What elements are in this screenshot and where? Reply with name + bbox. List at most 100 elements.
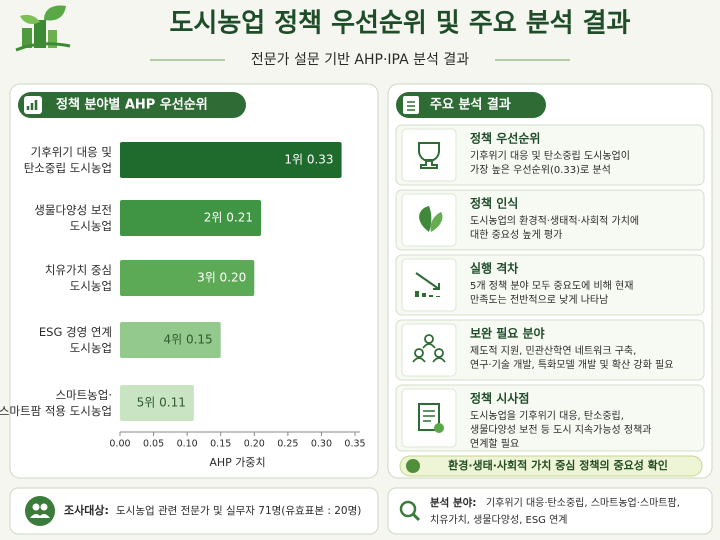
conclusion: 환경·생태·사회적 가치 중심 정책의 중요성 확인 (448, 458, 668, 472)
icon-box (401, 128, 457, 182)
text-line: 탄소중립 도시농업 (24, 161, 112, 175)
finding-card (395, 124, 705, 186)
people-icon (422, 343, 436, 349)
chart-icon (26, 100, 38, 110)
subtitle: 전문가 설문 기반 AHP·IPA 분석 결과 (251, 52, 469, 68)
finding-title: 정책 시사점 (470, 391, 529, 406)
analysis-text: 기후위기 대응·탄소중립, 스마트농업·스마트팜, (486, 496, 680, 509)
text-line: 기후위기 대응 및 (31, 145, 112, 159)
list-icon (403, 96, 419, 114)
x-tick-label: 0.35 (344, 439, 365, 450)
x-tick-label: 0.30 (311, 439, 332, 450)
icon-box (401, 323, 457, 377)
text-line: 대한 중요성 높게 평가 (470, 229, 562, 241)
text-line: 도시농업을 기후위기 대응, 탄소중립, (470, 409, 624, 422)
document-icon (418, 403, 440, 431)
x-tick-label: 0.25 (277, 439, 298, 450)
people-icon (30, 514, 50, 518)
category-label: 스마트농업· 스마트팜 적용 도시농업 (0, 388, 112, 418)
category-label: 생물다양성 보전 도시농업 (34, 203, 112, 233)
chart-title: 정책 분야별 AHP 우선순위 (56, 97, 208, 113)
bar (120, 385, 194, 421)
decline-icon (415, 272, 440, 290)
finding-title: 정책 인식 (470, 196, 518, 211)
finding-card (395, 384, 705, 452)
value-label: 4위 0.15 (163, 333, 212, 347)
finding-title: 실행 격차 (470, 261, 518, 276)
value-label: 1위 0.33 (284, 153, 333, 167)
analysis-label: 분석 분야: (430, 496, 477, 509)
x-tick-label: 0.20 (244, 439, 265, 450)
people-icon (432, 357, 446, 363)
bar (120, 322, 221, 358)
text-line: 치유가치 중심 (45, 263, 112, 277)
text-line: 5개 정책 분야 모두 중요도에 비해 현재 (470, 279, 633, 292)
document-icon (434, 423, 444, 433)
list-icon (407, 101, 415, 111)
text-line: 도시농업 (70, 341, 112, 355)
x-tick-label: 0.10 (177, 439, 198, 450)
finding-body: 기후위기 대응 및 탄소중립 도시농업이 가장 높은 우선순위(0.33)로 분석 (470, 149, 630, 176)
finding-body: 제도적 지원, 민관산학연 네트워크 구축, 연구·기술 개발, 특화모델 개발 … (470, 344, 673, 371)
people-icon (434, 348, 444, 358)
text-line: 도시농업의 환경적·생태적·사회적 가치에 (470, 214, 639, 227)
finding-card (395, 254, 705, 316)
text-line: 연계할 필요 (470, 438, 519, 450)
leaf-icon (430, 212, 443, 232)
finding-title: 보완 필요 분야 (470, 326, 545, 341)
value-label: 5위 0.11 (137, 396, 186, 410)
panel-header (396, 92, 546, 118)
finding-card (395, 319, 705, 381)
people-icon (424, 334, 434, 344)
people-icon (412, 357, 426, 363)
leaf-icon (419, 206, 432, 232)
conclusion-banner (399, 455, 703, 477)
search-icon (411, 512, 421, 522)
trophy-icon (418, 142, 440, 169)
panel-header (18, 92, 246, 118)
text-line: ESG 경영 연계 (39, 325, 112, 339)
people-icon (25, 496, 55, 526)
icon-box (401, 258, 457, 312)
people-icon (414, 348, 424, 358)
analysis-text: 치유가치, 생물다양성, ESG 연계 (430, 514, 568, 526)
footer-box (9, 487, 379, 535)
icon-box (401, 388, 457, 448)
subject-label: 조사대상: (64, 503, 109, 517)
bar (120, 260, 255, 296)
finding-card (395, 189, 705, 251)
text-line: 만족도는 전반적으로 낮게 나타남 (470, 294, 608, 306)
text-line: 도시농업 (70, 279, 112, 293)
logo (15, 5, 71, 52)
text-line: 가장 높은 우선순위(0.33)로 분석 (470, 163, 611, 176)
search-icon (399, 500, 417, 518)
bar (120, 142, 342, 178)
findings-title: 주요 분석 결과 (430, 97, 511, 113)
text-line: 생물다양성 보전 (34, 203, 112, 217)
value-label: 2위 0.21 (204, 211, 253, 225)
x-tick-label: 0.00 (109, 439, 130, 450)
footer-box (387, 487, 713, 535)
decline-icon (415, 291, 440, 297)
text-line: 생물다양성 보전 등 도시 지속가능성 정책과 (470, 424, 652, 436)
people-icon (40, 503, 48, 511)
people-icon (32, 503, 40, 511)
value-label: 3위 0.20 (197, 271, 246, 285)
x-tick-label: 0.05 (143, 439, 164, 450)
finding-body: 도시농업을 기후위기 대응, 탄소중립, 생물다양성 보전 등 도시 지속가능성 … (470, 409, 652, 450)
text-line: 제도적 지원, 민관산학연 네트워크 구축, (470, 344, 636, 357)
text-line: 기후위기 대응 및 탄소중립 도시농업이 (470, 149, 630, 162)
leaf-icon (406, 459, 420, 473)
text-line: 스마트팜 적용 도시농업 (0, 404, 112, 418)
subject-text: 도시농업 관련 전문가 및 실무자 71명(유효표본 : 20명) (116, 504, 361, 517)
document-icon (423, 410, 435, 422)
text-line: 스마트농업· (55, 388, 112, 402)
finding-title: 정책 우선순위 (470, 131, 540, 146)
